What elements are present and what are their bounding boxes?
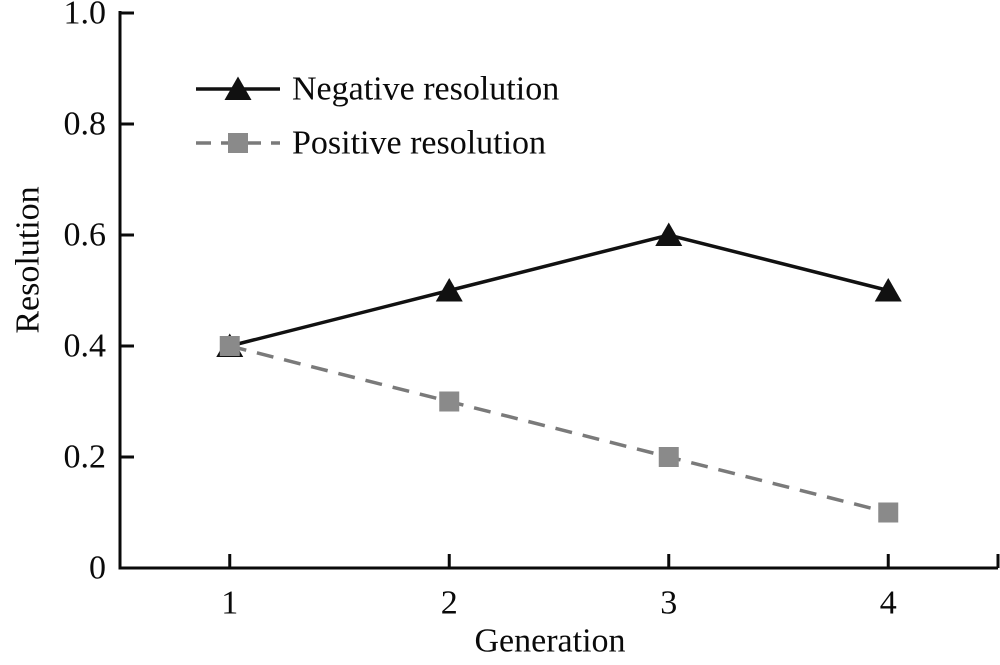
triangle-up-marker-negative-resolution [655, 222, 683, 246]
legend-label-negative-resolution: Negative resolution [292, 71, 559, 108]
y-axis-title: Resolution [10, 186, 47, 333]
triangle-up-marker-negative-resolution [435, 278, 463, 302]
y-tick-label-1.0: 1.0 [64, 0, 107, 32]
square-marker-positive-resolution [439, 391, 460, 412]
square-marker-positive-resolution [658, 447, 679, 467]
legend-label-positive-resolution: Positive resolution [292, 125, 546, 162]
x-tick-label-3: 3 [660, 585, 677, 622]
square-marker-positive-resolution [219, 336, 240, 356]
triangle-up-marker-negative-resolution [874, 278, 902, 302]
axes: 0 0.2 0.4 0.6 0.8 1.0 1 2 3 4 [64, 0, 1000, 622]
y-tick-label-0.8: 0.8 [64, 106, 107, 143]
y-tick-label-0.4: 0.4 [64, 328, 107, 365]
x-tick-label-2: 2 [441, 585, 458, 622]
y-tick-label-0: 0 [89, 550, 106, 587]
legend-square-icon [228, 133, 248, 153]
x-tick-label-4: 4 [880, 585, 897, 622]
y-tick-label-0.2: 0.2 [64, 439, 107, 476]
axis-spines [118, 11, 998, 570]
legend [196, 76, 280, 153]
x-axis-title: Generation [474, 623, 625, 660]
series-line-positive-resolution [229, 344, 889, 515]
y-tick-label-0.6: 0.6 [64, 217, 107, 254]
legend-triangle-up-icon [224, 76, 252, 100]
x-tick-label-1: 1 [221, 585, 238, 622]
series-line-negative-resolution [229, 233, 889, 348]
data-series [216, 222, 902, 523]
square-marker-positive-resolution [878, 502, 899, 523]
